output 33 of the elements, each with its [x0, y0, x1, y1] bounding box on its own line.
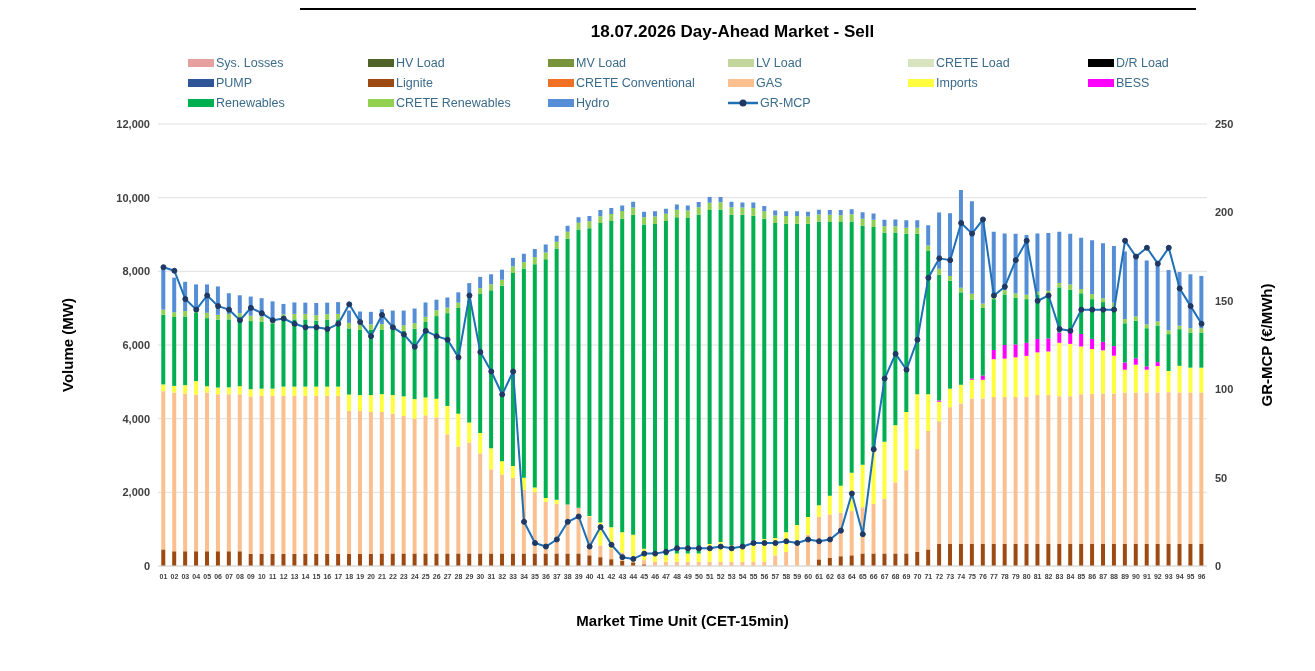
legend-label: CRETE Renewables [396, 96, 511, 110]
chart-title: 18.07.2026 Day-Ahead Market - Sell [589, 22, 876, 42]
legend-label: CRETE Conventional [576, 76, 695, 90]
legend-label: GR-MCP [760, 96, 811, 110]
legend-label: Sys. Losses [216, 56, 284, 70]
legend-label: PUMP [216, 76, 253, 90]
y2-tick-label: 100 [1215, 383, 1234, 396]
y-tick-label: 8,000 [122, 265, 150, 278]
y-tick-label: 6,000 [122, 338, 150, 351]
y-tick-label: 4,000 [122, 412, 150, 425]
legend-label: Hydro [576, 96, 610, 110]
y-tick-label: 10,000 [116, 191, 150, 204]
legend-label: BESS [1116, 76, 1150, 90]
legend-label: Lignite [396, 76, 433, 90]
y2-tick-label: 0 [1215, 559, 1222, 572]
y-tick-label: 2,000 [122, 486, 150, 499]
y-tick-label: 12,000 [116, 117, 150, 130]
legend-label: MV Load [576, 56, 627, 70]
y2-tick-label: 150 [1215, 294, 1234, 307]
y-tick-label: 0 [143, 559, 150, 572]
y2-tick-label: 50 [1215, 471, 1228, 484]
x-axis-title: Market Time Unit (CET-15min) [576, 612, 789, 629]
legend-label: D/R Load [1116, 56, 1169, 70]
legend-label: CRETE Load [936, 56, 1010, 70]
y-axis-title: Volume (MW) [59, 298, 77, 392]
legend-label: Renewables [216, 96, 285, 110]
y2-tick-label: 250 [1215, 117, 1234, 130]
legend-label: LV Load [756, 56, 802, 70]
legend-label: HV Load [396, 56, 445, 70]
y2-axis-title: GR-MCP (€/MWh) [1258, 283, 1276, 407]
legend-label: Imports [936, 76, 978, 90]
legend-label: GAS [756, 76, 783, 90]
y2-tick-label: 200 [1215, 206, 1234, 219]
